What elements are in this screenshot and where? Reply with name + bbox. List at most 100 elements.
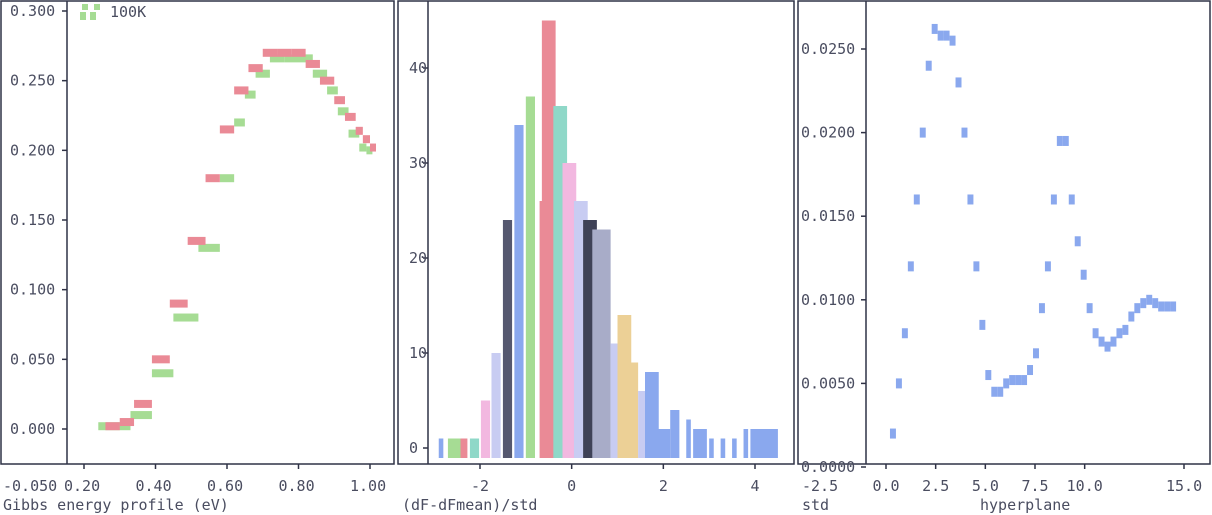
series-100k-point: [327, 86, 338, 95]
series-point: [1074, 236, 1081, 247]
x-tick-label: 0: [567, 477, 576, 495]
series-100k-point: [366, 146, 373, 155]
x-tick-label: 5.0: [972, 477, 999, 495]
panel-1-legend: 100K: [80, 3, 146, 21]
x-tick-label: 2.5: [922, 477, 949, 495]
series-point: [979, 319, 986, 330]
series-point: [1021, 375, 1028, 386]
series-2-point: [119, 418, 135, 427]
panel-1-plot-area: [98, 48, 376, 431]
histogram-bar: [645, 372, 659, 458]
histogram-bar: [525, 96, 535, 458]
series-point: [1033, 348, 1039, 359]
series-point: [907, 261, 914, 272]
histogram-bar: [656, 429, 671, 458]
x-tick-label: 10.0: [1067, 477, 1103, 495]
series-point: [1038, 303, 1045, 314]
histogram-bar: [491, 353, 501, 458]
legend-swatch-100k-2: [94, 4, 100, 10]
histogram-bar: [693, 429, 707, 458]
series-point: [1027, 365, 1034, 376]
series-point: [1009, 375, 1016, 386]
series-2-point: [291, 48, 306, 57]
y-tick-label: 0: [409, 439, 418, 457]
series-point: [1003, 378, 1010, 389]
histogram-bar: [686, 419, 691, 458]
panel-3-frame: [797, 0, 1211, 465]
series-point: [1086, 303, 1093, 314]
y-tick-label: 30: [409, 154, 427, 172]
histogram-bar: [670, 410, 680, 458]
y-tick-label: 0.0200: [801, 124, 855, 142]
series-point: [1092, 328, 1099, 339]
y-tick-label: 0.000: [10, 420, 55, 438]
series-100k-point: [348, 129, 360, 138]
histogram-bar: [709, 438, 714, 458]
series-point: [961, 127, 968, 138]
y-tick-label: 0.0250: [801, 40, 855, 58]
series-2-point: [234, 86, 249, 95]
series-100k-point: [112, 422, 131, 431]
series-point: [1134, 303, 1141, 314]
series-100k-point: [359, 143, 367, 152]
series-point: [913, 194, 920, 205]
histogram-bar: [638, 391, 648, 458]
panel-2-plot-area: [438, 20, 778, 458]
series-point: [937, 30, 944, 41]
x-tick-label: 15.0: [1166, 477, 1202, 495]
x-tick-label: 4: [751, 477, 760, 495]
series-point: [955, 77, 962, 88]
histogram-bar: [743, 429, 749, 458]
series-point: [1164, 301, 1171, 312]
series-point: [919, 127, 926, 138]
legend-swatch-100k: [82, 4, 88, 10]
series-point: [1170, 301, 1177, 312]
histogram-bar: [480, 400, 491, 458]
series-point: [949, 35, 956, 46]
histogram-bar: [469, 438, 480, 458]
histogram-bar: [447, 438, 462, 458]
series-point: [1056, 135, 1063, 146]
series-2-point: [334, 96, 345, 105]
panel-3-plot-area: [889, 23, 1177, 439]
y-tick-label: 0.100: [10, 281, 55, 299]
x-tick-label: 0.40: [136, 477, 172, 495]
y-tick-label: 0.250: [10, 72, 55, 90]
series-100k-point: [312, 69, 328, 78]
series-point: [1152, 298, 1159, 309]
x-tick-label: 0.60: [207, 477, 243, 495]
series-point: [1140, 298, 1147, 309]
histogram-bar: [720, 438, 726, 458]
series-point: [1050, 194, 1057, 205]
panel-3-y-label: std: [802, 496, 829, 514]
series-100k-point: [337, 107, 349, 116]
series-2-point: [355, 126, 363, 135]
series-point: [1098, 336, 1105, 347]
series-point: [943, 30, 950, 41]
series-point: [973, 261, 980, 272]
y-tick-label: -0.050: [3, 477, 57, 495]
series-point: [997, 386, 1004, 397]
series-100k-point: [219, 174, 235, 183]
legend-swatch-100k-4: [90, 12, 96, 20]
series-100k-point: [151, 369, 174, 378]
panel-1-ticks: 0.000 0.050 0.100 0.150 0.200 0.250 0.300 -0.05…: [3, 2, 386, 495]
series-2-point: [248, 64, 263, 73]
series-2-point: [169, 299, 188, 308]
series-100k-point: [234, 118, 245, 127]
x-tick-label: 2: [659, 477, 668, 495]
series-2-point: [319, 76, 335, 85]
series-2-point: [151, 355, 170, 364]
series-point: [925, 60, 932, 71]
series-point: [1080, 269, 1087, 280]
series-point: [895, 378, 902, 389]
series-point: [901, 328, 908, 339]
series-point: [991, 386, 998, 397]
series-point: [1044, 261, 1051, 272]
series-2-point: [370, 143, 376, 152]
series-point: [1158, 301, 1165, 312]
series-point: [1122, 324, 1129, 335]
panel-2-frame: [397, 0, 795, 465]
series-2-point: [105, 422, 120, 431]
